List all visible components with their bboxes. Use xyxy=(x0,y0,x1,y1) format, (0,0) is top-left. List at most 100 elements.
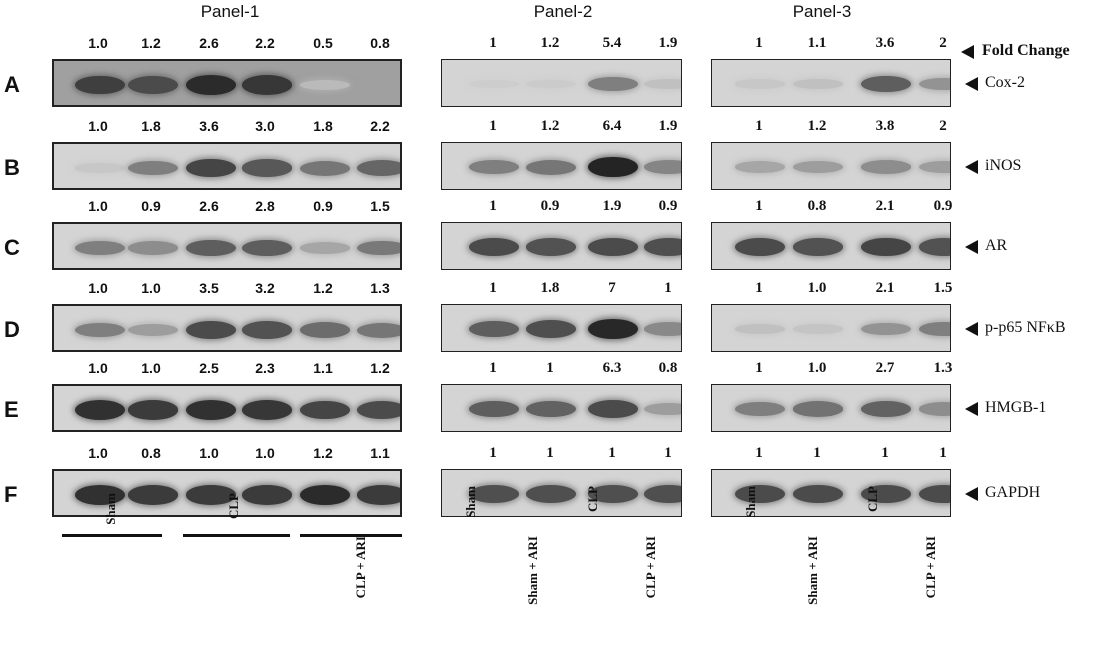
band-p1-lane-1 xyxy=(75,163,125,173)
fold-value-p1-e-2: 1.0 xyxy=(141,360,161,376)
panel1-sham-bar xyxy=(62,534,162,537)
fold-value-p1-b-2: 1.8 xyxy=(141,118,161,134)
protein-arrow-icon xyxy=(965,402,978,416)
band-p3-lane-1 xyxy=(735,161,785,173)
band-p2-lane-2 xyxy=(526,320,576,338)
fold-value-p2-a-3: 5.4 xyxy=(602,35,622,51)
fold-value-p3-d-1: 1 xyxy=(755,280,763,296)
band-p3-lane-3 xyxy=(861,160,911,174)
blot-p3-row-a xyxy=(711,59,951,107)
fold-value-p2-e-2: 1 xyxy=(546,360,554,376)
panel2-label-sham: Sham xyxy=(463,486,478,518)
blot-p1-row-a xyxy=(52,59,402,107)
band-p2-lane-2 xyxy=(526,79,576,89)
band-p3-lane-2 xyxy=(793,484,843,504)
band-p3-lane-4 xyxy=(919,402,950,416)
fold-value-p3-f-3: 1 xyxy=(881,445,889,461)
fold-value-p1-e-4: 2.3 xyxy=(255,360,275,376)
band-p3-lane-1 xyxy=(735,401,785,417)
panel1-label-sham: Sham xyxy=(103,493,118,525)
fold-value-p2-d-4: 1 xyxy=(664,280,672,296)
band-p3-lane-3 xyxy=(861,237,911,257)
protein-label-e: HMGB-1 xyxy=(985,399,1047,416)
fold-value-p1-f-6: 1.1 xyxy=(370,445,390,461)
fold-value-p2-f-1: 1 xyxy=(489,445,497,461)
panel-3-title: Panel-3 xyxy=(792,2,852,21)
row-letter-e: E xyxy=(4,397,19,422)
fold-value-p1-f-5: 1.2 xyxy=(313,445,333,461)
panel2-label-sham-ari: Sham + ARI xyxy=(525,536,540,605)
band-p1-lane-3 xyxy=(186,400,236,420)
protein-arrow-icon xyxy=(965,160,978,174)
fold-value-p1-b-5: 1.8 xyxy=(313,118,333,134)
band-p1-lane-5 xyxy=(300,400,350,420)
fold-value-p1-e-3: 2.5 xyxy=(199,360,219,376)
blot-p2-row-b xyxy=(441,142,682,190)
fold-value-p2-d-3: 7 xyxy=(608,280,616,296)
fold-value-p2-d-2: 1.8 xyxy=(540,280,560,296)
fold-value-p2-b-1: 1 xyxy=(489,118,497,134)
blot-p1-row-d xyxy=(52,304,402,352)
blot-p3-row-d xyxy=(711,304,951,352)
protein-label-d: p-p65 NFκB xyxy=(985,319,1066,336)
row-letter-d: D xyxy=(4,317,20,342)
band-p1-lane-6 xyxy=(357,485,400,505)
band-p2-lane-1 xyxy=(469,79,519,89)
fold-value-p3-a-4: 2 xyxy=(939,35,947,51)
band-p2-lane-1 xyxy=(469,159,519,175)
panel-2-title: Panel-2 xyxy=(533,2,593,21)
fold-value-p1-c-2: 0.9 xyxy=(141,198,161,214)
fold-value-p1-f-4: 1.0 xyxy=(255,445,275,461)
band-p3-lane-4 xyxy=(919,484,950,504)
panel1-label-clp-ari: CLP + ARI xyxy=(353,536,368,599)
band-p2-lane-3 xyxy=(588,237,638,257)
band-p1-lane-4 xyxy=(242,239,292,257)
protein-label-b: iNOS xyxy=(985,157,1022,174)
fold-value-p1-d-1: 1.0 xyxy=(88,280,108,296)
fold-value-p2-b-4: 1.9 xyxy=(658,118,678,134)
fold-value-p1-a-1: 1.0 xyxy=(88,35,108,51)
panel3-label-clp: CLP xyxy=(865,486,880,512)
fold-value-p2-d-1: 1 xyxy=(489,280,497,296)
fold-value-p2-e-1: 1 xyxy=(489,360,497,376)
fold-value-p1-b-4: 3.0 xyxy=(255,118,275,134)
band-p2-lane-4 xyxy=(644,485,681,503)
fold-value-p3-e-2: 1.0 xyxy=(807,360,827,376)
blot-p2-row-e xyxy=(441,384,682,432)
band-p1-lane-4 xyxy=(242,321,292,339)
fold-value-p1-c-4: 2.8 xyxy=(255,198,275,214)
band-p2-lane-2 xyxy=(526,485,576,503)
band-p2-lane-4 xyxy=(644,238,681,256)
protein-arrow-icon xyxy=(965,240,978,254)
protein-arrow-icon xyxy=(965,487,978,501)
fold-value-p3-c-2: 0.8 xyxy=(807,198,827,214)
band-p1-lane-4 xyxy=(242,75,292,95)
band-p3-lane-1 xyxy=(735,237,785,257)
band-p2-lane-2 xyxy=(526,159,576,175)
band-p1-lane-4 xyxy=(242,159,292,177)
blot-p2-row-f xyxy=(441,469,682,517)
blot-p3-row-e xyxy=(711,384,951,432)
band-p1-lane-6 xyxy=(357,400,400,420)
fold-value-p1-e-6: 1.2 xyxy=(370,360,390,376)
band-p3-lane-4 xyxy=(919,238,950,256)
band-p1-lane-5 xyxy=(300,484,350,506)
fold-value-p1-c-5: 0.9 xyxy=(313,198,333,214)
band-p3-lane-2 xyxy=(793,160,843,174)
band-p3-lane-1 xyxy=(735,79,785,89)
band-p2-lane-3 xyxy=(588,156,638,178)
fold-value-p1-e-1: 1.0 xyxy=(88,360,108,376)
band-p1-lane-5 xyxy=(300,79,350,91)
fold-value-p1-a-2: 1.2 xyxy=(141,35,161,51)
band-p3-lane-2 xyxy=(793,238,843,256)
band-p2-lane-3 xyxy=(588,399,638,419)
fold-value-p2-c-2: 0.9 xyxy=(540,198,560,214)
fold-value-p3-e-1: 1 xyxy=(755,360,763,376)
band-p2-lane-4 xyxy=(644,160,681,174)
fold-value-p3-f-2: 1 xyxy=(813,445,821,461)
band-p1-lane-5 xyxy=(300,322,350,338)
band-p2-lane-3 xyxy=(588,485,638,503)
fold-value-p1-a-6: 0.8 xyxy=(370,35,390,51)
fold-value-p1-f-2: 0.8 xyxy=(141,445,161,461)
fold-value-p3-c-4: 0.9 xyxy=(933,198,953,214)
